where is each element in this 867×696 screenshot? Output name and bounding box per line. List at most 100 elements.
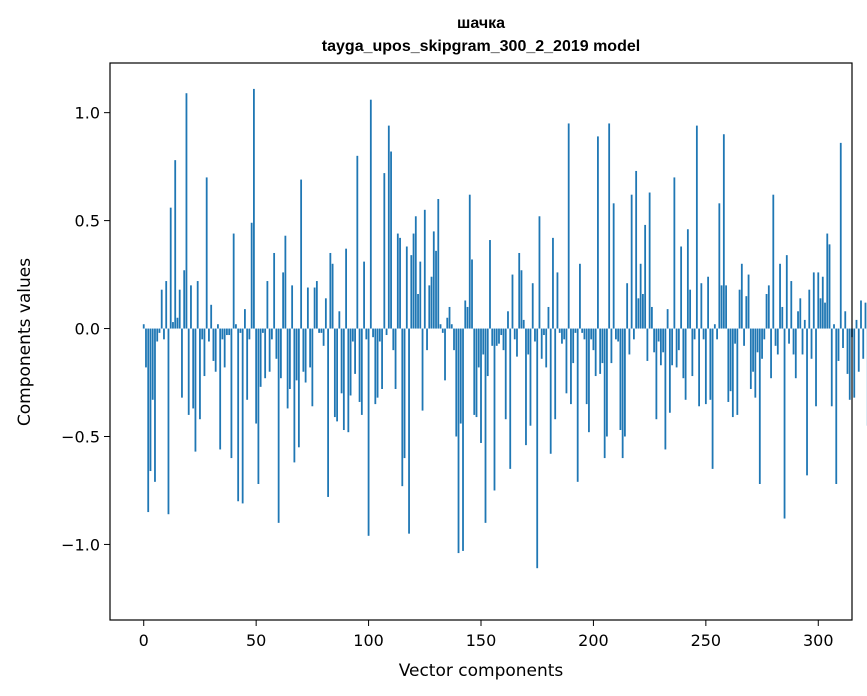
bar-component-304 — [826, 233, 829, 329]
bar-component-12 — [169, 207, 172, 329]
bar-component-280 — [772, 194, 775, 329]
bar-component-240 — [682, 328, 685, 379]
bar-component-171 — [527, 328, 530, 355]
chart-subtitle: tayga_upos_skipgram_300_2_2019 model — [322, 38, 640, 55]
bar-component-224 — [646, 328, 649, 361]
bar-component-278 — [767, 285, 770, 329]
bar-component-16 — [178, 289, 181, 329]
bar-component-226 — [650, 306, 653, 329]
bar-component-317 — [855, 319, 858, 329]
bar-component-290 — [794, 328, 797, 379]
bar-component-312 — [844, 311, 847, 329]
bar-component-265 — [738, 289, 741, 329]
bar-component-167 — [518, 252, 521, 329]
bar-component-182 — [552, 237, 554, 329]
bar-component-106 — [381, 328, 383, 389]
bar-component-313 — [846, 328, 849, 374]
bar-component-204 — [601, 328, 604, 364]
bar-component-277 — [765, 294, 768, 329]
bar-component-248 — [700, 283, 703, 329]
bar-component-168 — [520, 270, 523, 329]
bar-component-65 — [288, 328, 291, 389]
bar-component-152 — [484, 328, 487, 523]
bar-component-136 — [448, 306, 451, 329]
bar-component-77 — [315, 281, 318, 329]
bar-component-142 — [462, 328, 464, 551]
bar-component-51 — [257, 328, 260, 484]
bar-component-63 — [284, 235, 287, 329]
bar-component-223 — [644, 224, 647, 329]
bar-component-55 — [266, 281, 269, 329]
bar-component-108 — [385, 328, 388, 336]
bar-component-179 — [545, 328, 548, 368]
bar-component-102 — [372, 328, 374, 338]
bar-component-32 — [214, 328, 217, 372]
bar-component-321 — [864, 302, 867, 329]
bar-component-60 — [277, 328, 280, 523]
bar-component-213 — [621, 328, 624, 459]
y-axis: −1.0 −0.5 0.0 0.5 1.0 — [61, 104, 110, 554]
bar-component-1 — [145, 328, 147, 368]
bar-component-245 — [693, 328, 696, 340]
bar-component-276 — [763, 328, 766, 340]
chart-title: шачка — [457, 15, 505, 32]
x-axis: 0 50 100 150 200 250 300 — [139, 620, 834, 650]
x-tick-label: 200 — [578, 631, 609, 650]
bar-component-148 — [475, 328, 478, 418]
y-axis-label: Components values — [15, 258, 35, 426]
bar-component-23 — [194, 328, 197, 452]
bar-component-156 — [493, 328, 496, 491]
bar-component-116 — [403, 328, 406, 459]
bar-component-86 — [336, 328, 338, 422]
bar-component-269 — [747, 274, 750, 329]
bar-component-196 — [583, 328, 586, 340]
bar-component-230 — [659, 328, 662, 366]
bar-component-125 — [423, 209, 426, 329]
bar-component-80 — [322, 328, 325, 346]
bar-component-252 — [709, 328, 712, 400]
bar-component-44 — [241, 328, 244, 504]
bar-component-201 — [594, 328, 597, 377]
bar-component-274 — [758, 328, 761, 484]
bar-component-126 — [426, 328, 428, 351]
bar-component-69 — [297, 328, 300, 448]
bar-component-193 — [576, 328, 579, 482]
bar-component-267 — [743, 328, 745, 346]
bar-component-214 — [624, 328, 626, 437]
bar-component-118 — [408, 328, 410, 534]
bar-component-209 — [612, 203, 615, 329]
bar-component-31 — [212, 328, 215, 361]
bar-component-189 — [567, 123, 570, 329]
bar-component-34 — [219, 328, 222, 450]
bar-component-187 — [563, 328, 566, 340]
bar-component-85 — [333, 328, 336, 418]
bar-component-272 — [754, 328, 757, 398]
bar-component-61 — [279, 328, 282, 379]
bar-component-166 — [516, 328, 518, 357]
bar-component-95 — [356, 155, 359, 329]
bar-component-132 — [439, 324, 442, 329]
bar-component-147 — [473, 328, 476, 415]
bar-component-93 — [351, 328, 354, 342]
bar-component-261 — [729, 328, 732, 392]
bar-component-121 — [414, 216, 417, 329]
bar-component-21 — [190, 285, 192, 329]
bar-component-183 — [554, 328, 557, 420]
bar-component-199 — [590, 328, 593, 340]
bar-component-141 — [459, 328, 462, 424]
bar-component-90 — [345, 248, 347, 329]
bar-component-97 — [360, 328, 363, 415]
bar-component-143 — [464, 300, 467, 329]
bar-component-241 — [684, 328, 687, 400]
bar-component-160 — [502, 328, 505, 351]
bar-component-273 — [756, 328, 759, 353]
bar-component-200 — [592, 328, 595, 351]
bar-component-91 — [347, 328, 350, 433]
bar-component-286 — [785, 255, 788, 329]
bar-component-117 — [405, 246, 408, 329]
bar-component-294 — [803, 319, 806, 329]
bar-component-111 — [392, 328, 395, 351]
bar-component-89 — [342, 328, 345, 431]
bar-component-92 — [349, 328, 352, 396]
